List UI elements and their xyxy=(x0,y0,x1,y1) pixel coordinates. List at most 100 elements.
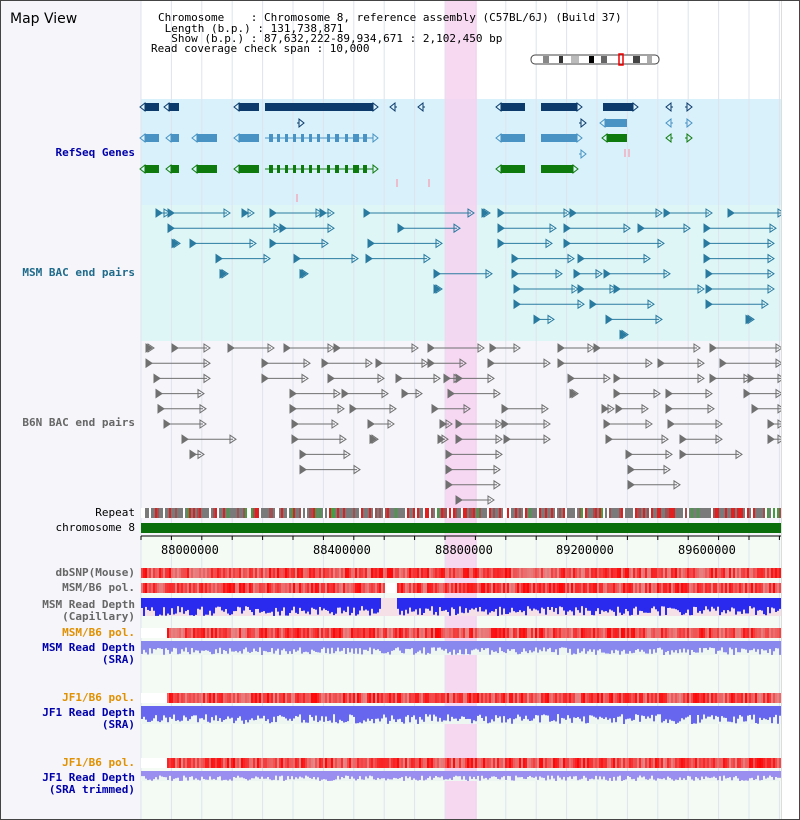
depth-bar xyxy=(517,641,519,655)
pol-cell xyxy=(187,628,189,638)
repeat-segment xyxy=(223,508,225,518)
depth-bar xyxy=(361,598,363,607)
bac-end-left xyxy=(291,419,299,429)
depth-bar xyxy=(725,641,727,653)
pol-cell xyxy=(719,758,721,768)
depth-bar xyxy=(281,706,283,717)
bac-end-right xyxy=(541,403,549,414)
depth-bar xyxy=(311,641,313,650)
track-label-msm-bac[interactable]: MSM BAC end pairs xyxy=(22,266,135,279)
pol-cell xyxy=(607,568,609,578)
pol-cell xyxy=(565,568,567,578)
pol-cell xyxy=(381,693,383,703)
depth-bar xyxy=(767,771,769,778)
track-label-msm-pol[interactable]: MSM/B6 pol. xyxy=(62,581,135,594)
pol-cell xyxy=(431,583,433,593)
pol-cell xyxy=(509,583,511,593)
pol-cell xyxy=(709,583,711,593)
repeat-segment xyxy=(627,508,629,518)
pol-cell xyxy=(441,583,443,593)
pol-cell xyxy=(437,568,439,578)
bac-end-left xyxy=(503,434,511,445)
repeat-segment xyxy=(307,508,309,518)
pol-cell xyxy=(487,628,489,638)
track-label-refseq[interactable]: RefSeq Genes xyxy=(55,146,135,159)
depth-bar xyxy=(477,598,479,612)
pol-cell xyxy=(387,693,389,703)
pol-cell xyxy=(307,628,309,638)
depth-bar xyxy=(545,598,547,615)
depth-bar xyxy=(669,641,671,655)
pol-cell xyxy=(203,568,205,578)
repeat-segment xyxy=(675,508,677,518)
bac-end-right xyxy=(199,419,207,429)
chromosome-ideogram[interactable] xyxy=(529,53,663,67)
gene-arrow xyxy=(576,101,583,113)
track-label-jf1-depth-sra[interactable]: JF1 Read Depth (SRA) xyxy=(42,706,135,731)
bac-end-right xyxy=(697,284,705,294)
depth-bar xyxy=(161,706,163,721)
track-label-dbsnp[interactable]: dbSNP(Mouse) xyxy=(55,566,135,579)
depth-bar xyxy=(617,771,619,777)
track-label-jf1-pol-trimmed[interactable]: JF1/B6 pol. xyxy=(62,756,135,769)
depth-bar xyxy=(255,771,257,777)
depth-bar xyxy=(145,641,147,653)
depth-bar xyxy=(219,706,221,719)
depth-bar xyxy=(187,771,189,781)
depth-bar xyxy=(609,706,611,719)
pol-cell xyxy=(175,583,177,593)
pol-cell xyxy=(559,583,561,593)
depth-bar xyxy=(769,771,771,776)
pol-cell xyxy=(639,693,641,703)
bac-end-right xyxy=(767,253,775,264)
bac-end-left xyxy=(705,284,713,294)
depth-bar xyxy=(663,641,665,655)
depth-bar xyxy=(665,706,667,720)
pol-cell xyxy=(711,693,713,703)
pol-cell xyxy=(297,583,299,593)
pol-cell xyxy=(393,693,395,703)
pol-cell xyxy=(281,583,283,593)
depth-bar xyxy=(291,771,293,777)
pol-cell xyxy=(551,568,553,578)
bac-end-right xyxy=(545,238,553,249)
depth-bar xyxy=(281,598,283,611)
pol-cell xyxy=(429,693,431,703)
depth-bar xyxy=(165,598,167,616)
track-label-jf1-depth-trimmed[interactable]: JF1 Read Depth (SRA trimmed) xyxy=(42,771,135,796)
track-label-repeat[interactable]: Repeat xyxy=(95,506,135,519)
depth-bar xyxy=(145,598,147,607)
pol-cell xyxy=(233,628,235,638)
repeat-segment xyxy=(563,508,565,518)
depth-bar xyxy=(519,771,521,778)
track-label-b6n-bac[interactable]: B6N BAC end pairs xyxy=(22,416,135,429)
depth-bar xyxy=(177,641,179,655)
pol-cell xyxy=(165,693,167,703)
repeat-segment xyxy=(389,508,391,518)
track-label-jf1-pol[interactable]: JF1/B6 pol. xyxy=(62,691,135,704)
repeat-segment xyxy=(523,508,525,518)
pol-cell xyxy=(237,568,239,578)
depth-bar xyxy=(497,598,499,616)
repeat-segment xyxy=(367,508,369,518)
repeat-segment xyxy=(207,508,209,518)
track-label-chromosome[interactable]: chromosome 8 xyxy=(55,521,135,534)
depth-bar xyxy=(683,706,685,720)
repeat-segment xyxy=(179,508,181,518)
bac-end-left xyxy=(747,373,755,384)
pol-cell xyxy=(489,583,491,593)
depth-bar xyxy=(461,706,463,717)
track-label-msm-depth-sra[interactable]: MSM Read Depth (SRA) xyxy=(42,641,135,666)
repeat-segment xyxy=(573,508,575,518)
pol-cell xyxy=(321,568,323,578)
pol-cell xyxy=(185,583,187,593)
track-label-msm-depth-capillary[interactable]: MSM Read Depth (Capillary) xyxy=(42,598,135,623)
repeat-segment xyxy=(235,508,237,518)
depth-bar xyxy=(723,771,725,776)
depth-bar xyxy=(599,641,601,650)
pol-cell xyxy=(357,583,359,593)
depth-bar xyxy=(151,598,153,608)
pol-cell xyxy=(589,583,591,593)
track-label-msm-pol-sra[interactable]: MSM/B6 pol. xyxy=(62,626,135,639)
